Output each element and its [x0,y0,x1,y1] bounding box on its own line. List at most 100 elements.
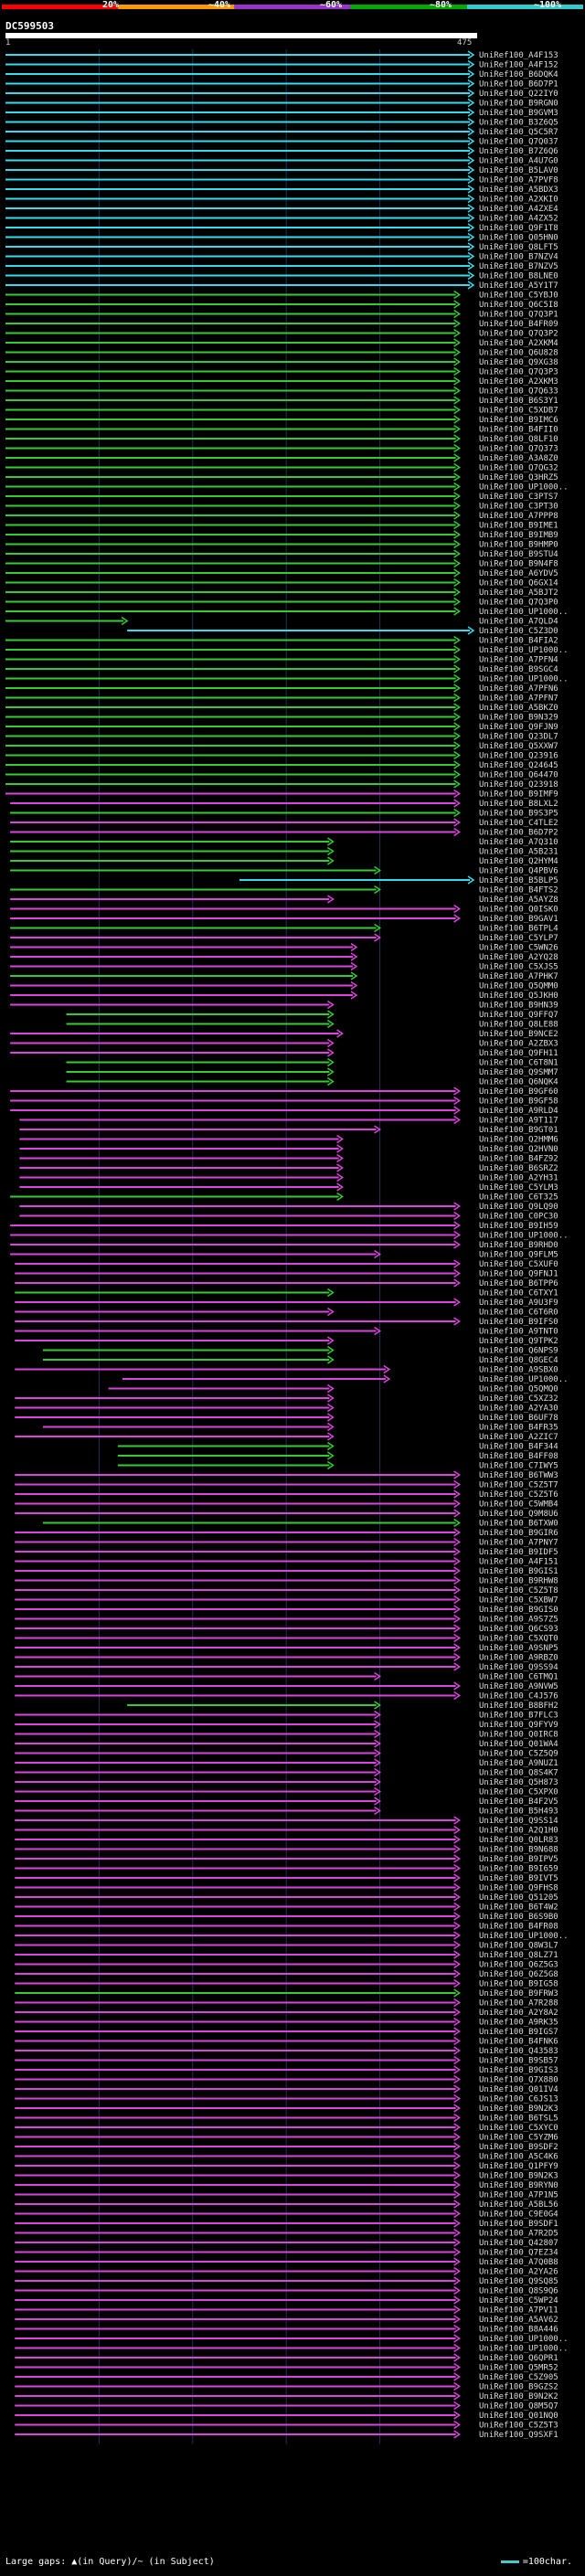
hit-label[interactable]: UniRef100_Q9FYV9 [479,1721,558,1730]
hit-label[interactable]: UniRef100_A5Y1T7 [479,281,558,291]
hit-label[interactable]: UniRef100_A4ZXE4 [479,205,558,214]
hit-label[interactable]: UniRef100_C5Z5T3 [479,2422,558,2431]
hit-label[interactable]: UniRef100_B6DQK4 [479,70,558,80]
hit-label[interactable]: UniRef100_Q8W3L7 [479,1942,558,1951]
hit-label[interactable]: UniRef100_B4FTS2 [479,886,558,896]
hit-label[interactable]: UniRef100_A2XKM3 [479,377,558,387]
hit-label[interactable]: UniRef100_A9T117 [479,1117,558,1126]
hit-label[interactable]: UniRef100_B9STU4 [479,550,558,559]
hit-label[interactable]: UniRef100_Q9SMM7 [479,1068,558,1077]
hit-label[interactable]: UniRef100_B9GT01 [479,1126,558,1135]
hit-label[interactable]: UniRef100_B6D7P1 [479,80,558,90]
hit-label[interactable]: UniRef100_UP1000.. [479,1232,569,1241]
hit-label[interactable]: UniRef100_A7PNY7 [479,1539,558,1548]
hit-label[interactable]: UniRef100_A4F153 [479,51,558,60]
hit-label[interactable]: UniRef100_A7PHK7 [479,972,558,981]
hit-label[interactable]: UniRef100_Q05HN0 [479,234,558,243]
hit-label[interactable]: UniRef100_A3A8Z0 [479,454,558,463]
hit-label[interactable]: UniRef100_A9RK35 [479,2019,558,2028]
hit-label[interactable]: UniRef100_B9N4F8 [479,560,558,569]
hit-label[interactable]: UniRef100_B3Z6Q5 [479,119,558,128]
hit-label[interactable]: UniRef100_Q0ISK0 [479,906,558,915]
hit-label[interactable]: UniRef100_Q6Z5G3 [479,1961,558,1970]
hit-label[interactable]: UniRef100_C5XPX0 [479,1788,558,1797]
hit-label[interactable]: UniRef100_A7PFN4 [479,656,558,665]
hit-label[interactable]: UniRef100_B9N688 [479,1846,558,1855]
hit-label[interactable]: UniRef100_A9SBX0 [479,1366,558,1375]
hit-label[interactable]: UniRef100_C5YZM6 [479,2134,558,2143]
hit-label[interactable]: UniRef100_B4F2V5 [479,1797,558,1807]
hit-label[interactable]: UniRef100_UP1000.. [479,1932,569,1941]
hit-label[interactable]: UniRef100_Q5XXW7 [479,742,558,751]
hit-label[interactable]: UniRef100_A2Q1H0 [479,1827,558,1836]
hit-label[interactable]: UniRef100_B9GVM3 [479,109,558,118]
hit-label[interactable]: UniRef100_A5C4K6 [479,2153,558,2162]
hit-label[interactable]: UniRef100_B4FII0 [479,426,558,435]
hit-label[interactable]: UniRef100_A5BJT2 [479,588,558,598]
hit-label[interactable]: UniRef100_UP1000.. [479,2335,569,2344]
hit-label[interactable]: UniRef100_Q5C5R7 [479,128,558,137]
hit-label[interactable]: UniRef100_C5XUF0 [479,1260,558,1269]
hit-label[interactable]: UniRef100_B9GF60 [479,1087,558,1097]
hit-label[interactable]: UniRef100_B8LXL2 [479,800,558,809]
hit-label[interactable]: UniRef100_B4FR08 [479,1923,558,1932]
hit-label[interactable]: UniRef100_A7QLD4 [479,618,558,627]
hit-label[interactable]: UniRef100_B9IGS7 [479,2028,558,2037]
hit-label[interactable]: UniRef100_A4F152 [479,61,558,70]
hit-label[interactable]: UniRef100_B9GZS2 [479,2383,558,2392]
hit-label[interactable]: UniRef100_Q23918 [479,780,558,790]
hit-label[interactable]: UniRef100_C5WN26 [479,944,558,953]
hit-label[interactable]: UniRef100_Q9FHS8 [479,1884,558,1893]
hit-label[interactable]: UniRef100_Q7Q3P3 [479,368,558,377]
hit-label[interactable]: UniRef100_UP1000.. [479,608,569,617]
hit-label[interactable]: UniRef100_Q7Q373 [479,445,558,454]
hit-label[interactable]: UniRef100_A2ZIC7 [479,1433,558,1442]
hit-label[interactable]: UniRef100_Q9SS14 [479,1817,558,1826]
hit-label[interactable]: UniRef100_A9RBZ0 [479,1654,558,1663]
hit-label[interactable]: UniRef100_Q8LFT5 [479,243,558,252]
hit-label[interactable]: UniRef100_B9SDF1 [479,2220,558,2229]
hit-label[interactable]: UniRef100_B6TPP6 [479,1279,558,1288]
hit-label[interactable]: UniRef100_Q9F1T8 [479,224,558,233]
hit-label[interactable]: UniRef100_A2XKI0 [479,196,558,205]
hit-label[interactable]: UniRef100_B4FR35 [479,1424,558,1433]
hit-label[interactable]: UniRef100_A4F151 [479,1558,558,1567]
hit-label[interactable]: UniRef100_B9GIS1 [479,1567,558,1576]
hit-label[interactable]: UniRef100_C5Z905 [479,2373,558,2382]
hit-label[interactable]: UniRef100_UP1000.. [479,2345,569,2354]
hit-label[interactable]: UniRef100_Q43583 [479,2047,558,2056]
hit-label[interactable]: UniRef100_B5LAV0 [479,166,558,175]
hit-label[interactable]: UniRef100_Q22IY0 [479,90,558,99]
hit-label[interactable]: UniRef100_B9IMF9 [479,790,558,800]
hit-label[interactable]: UniRef100_A7R288 [479,1999,558,2009]
hit-label[interactable]: UniRef100_B9IH59 [479,1222,558,1231]
hit-label[interactable]: UniRef100_Q7Q3P1 [479,311,558,320]
hit-label[interactable]: UniRef100_UP1000.. [479,646,569,655]
hit-label[interactable]: UniRef100_C5WP24 [479,2296,558,2306]
hit-label[interactable]: UniRef100_B9HN39 [479,1002,558,1011]
hit-label[interactable]: UniRef100_B6TWW3 [479,1471,558,1480]
hit-label[interactable]: UniRef100_B6D7P2 [479,829,558,838]
hit-label[interactable]: UniRef100_Q6GX14 [479,579,558,588]
hit-label[interactable]: UniRef100_Q9LQ90 [479,1203,558,1212]
hit-label[interactable]: UniRef100_Q8LE88 [479,1021,558,1030]
hit-label[interactable]: UniRef100_B6TSL5 [479,2115,558,2124]
hit-label[interactable]: UniRef100_Q9SS94 [479,1663,558,1672]
hit-label[interactable]: UniRef100_Q7QG32 [479,464,558,473]
hit-label[interactable]: UniRef100_B7Z6Q6 [479,147,558,156]
hit-label[interactable]: UniRef100_A5BL56 [479,2200,558,2210]
hit-label[interactable]: UniRef100_Q51205 [479,1893,558,1903]
hit-label[interactable]: UniRef100_B5BLP5 [479,876,558,885]
hit-label[interactable]: UniRef100_B7NZV5 [479,262,558,271]
hit-label[interactable]: UniRef100_A9TNT0 [479,1328,558,1337]
hit-label[interactable]: UniRef100_Q01WA4 [479,1740,558,1749]
hit-label[interactable]: UniRef100_B9IME1 [479,522,558,531]
hit-label[interactable]: UniRef100_Q9XG38 [479,358,558,367]
hit-label[interactable]: UniRef100_B9GF58 [479,1097,558,1107]
hit-label[interactable]: UniRef100_B9IMB9 [479,531,558,540]
hit-label[interactable]: UniRef100_B8LNE0 [479,272,558,281]
hit-label[interactable]: UniRef100_C5YBJ0 [479,292,558,301]
hit-label[interactable]: UniRef100_Q6QPR1 [479,2354,558,2363]
hit-label[interactable]: UniRef100_C4J576 [479,1692,558,1701]
hit-label[interactable]: UniRef100_Q7Q3P2 [479,330,558,339]
